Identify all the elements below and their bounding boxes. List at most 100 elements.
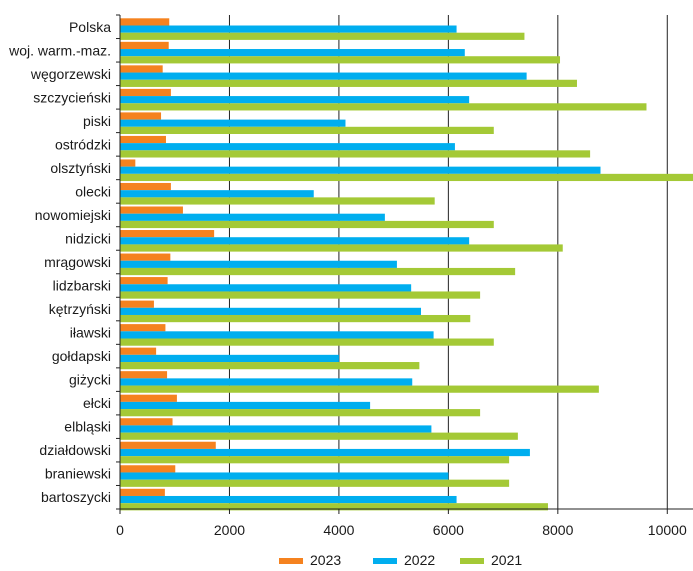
bar-2022-5	[120, 143, 455, 151]
legend: 2023 2022 2021	[279, 552, 522, 568]
category-label: nowomiejski	[35, 207, 111, 223]
bar-2023-12	[120, 300, 154, 308]
bar-2022-16	[120, 401, 371, 410]
category-label: bartoszycki	[41, 489, 111, 505]
bar-2022-9	[120, 237, 470, 245]
bar-2021-15	[120, 385, 599, 393]
bar-2023-6	[120, 159, 136, 167]
bar-2021-12	[120, 314, 471, 323]
bar-2021-7	[120, 197, 435, 205]
legend-swatch-2023	[279, 558, 303, 564]
bar-2023-16	[120, 394, 177, 402]
bar-2023-5	[120, 135, 166, 144]
category-label: elbląski	[64, 419, 111, 435]
bar-2023-4	[120, 112, 162, 120]
bar-2023-11	[120, 277, 168, 285]
category-labels: Polska woj. warm.-maz. węgorzewski szczycie…	[8, 19, 111, 505]
x-tick-label: 2000	[214, 522, 245, 538]
bar-2023-18	[120, 441, 216, 449]
bar-2022-19	[120, 472, 449, 480]
bar-2022-6	[120, 166, 601, 174]
bar-2021-11	[120, 291, 481, 299]
bar-2021-6	[120, 173, 693, 182]
category-label: kętrzyński	[49, 301, 111, 317]
bar-2023-20	[120, 488, 165, 496]
bar-2023-19	[120, 465, 176, 473]
bar-2021-13	[120, 338, 494, 346]
bar-2021-17	[120, 432, 518, 440]
x-tick-label: 8000	[542, 522, 573, 538]
bar-2023-2	[120, 65, 163, 73]
category-label: szczycieński	[33, 89, 111, 105]
bar-2023-17	[120, 418, 173, 426]
bar-2022-7	[120, 190, 314, 198]
category-label: lidzbarski	[53, 278, 111, 294]
bar-2023-3	[120, 88, 171, 97]
bar-2022-11	[120, 284, 412, 292]
bar-2023-8	[120, 206, 183, 214]
bar-2023-10	[120, 253, 171, 261]
bar-2021-4	[120, 126, 494, 134]
category-label: ełcki	[83, 395, 111, 411]
bar-2022-20	[120, 495, 457, 504]
bar-2021-5	[120, 150, 591, 158]
category-label: piski	[83, 113, 111, 129]
bar-2023-7	[120, 182, 171, 191]
bar-2022-17	[120, 425, 432, 433]
bar-2021-0	[120, 32, 525, 40]
bar-2022-4	[120, 119, 346, 127]
bar-2022-8	[120, 213, 385, 221]
category-label: węgorzewski	[30, 66, 111, 82]
category-label: iławski	[70, 325, 111, 341]
category-label: woj. warm.-maz.	[8, 42, 111, 58]
bar-2022-1	[120, 49, 465, 57]
legend-swatch-2021	[460, 558, 484, 564]
bar-2021-3	[120, 103, 647, 111]
legend-label-2022: 2022	[404, 552, 435, 568]
bar-series	[120, 18, 693, 511]
bar-2021-2	[120, 79, 577, 87]
bar-2021-19	[120, 479, 510, 487]
legend-swatch-2022	[373, 558, 397, 564]
category-label: giżycki	[69, 372, 111, 388]
axes	[116, 14, 693, 514]
bar-2021-20	[120, 503, 548, 511]
bar-2021-18	[120, 456, 510, 464]
bar-2023-0	[120, 18, 170, 26]
bar-2022-12	[120, 307, 422, 315]
bar-2022-15	[120, 378, 413, 386]
category-label: nidzicki	[65, 230, 111, 246]
bar-2023-1	[120, 41, 169, 50]
bar-2021-14	[120, 362, 420, 370]
bar-2022-14	[120, 354, 339, 363]
bar-2021-16	[120, 409, 481, 417]
bar-2023-15	[120, 371, 168, 379]
bar-2021-10	[120, 267, 516, 276]
bar-2023-14	[120, 347, 157, 355]
bar-2021-9	[120, 244, 563, 252]
x-tick-labels: 0 2000 4000 6000 8000 10000	[116, 522, 687, 538]
legend-label-2023: 2023	[310, 552, 341, 568]
category-label: olecki	[75, 183, 111, 199]
bar-2022-0	[120, 25, 457, 33]
category-label: Polska	[69, 19, 111, 35]
bar-2022-10	[120, 260, 397, 268]
category-label: mrągowski	[44, 254, 111, 270]
legend-label-2021: 2021	[491, 552, 522, 568]
bar-2022-18	[120, 448, 530, 457]
x-tick-label: 0	[116, 522, 124, 538]
bar-2023-9	[120, 230, 215, 238]
category-label: braniewski	[45, 466, 111, 482]
bar-2021-1	[120, 56, 561, 64]
category-label: działdowski	[39, 442, 111, 458]
bar-2022-2	[120, 72, 527, 80]
x-tick-label: 10000	[648, 522, 687, 538]
x-tick-label: 4000	[323, 522, 354, 538]
bar-2022-3	[120, 96, 470, 104]
bar-2021-8	[120, 220, 494, 229]
bar-2023-13	[120, 324, 166, 332]
category-label: ostródzki	[55, 136, 111, 152]
x-tick-label: 6000	[433, 522, 464, 538]
category-label: olsztyński	[50, 160, 111, 176]
